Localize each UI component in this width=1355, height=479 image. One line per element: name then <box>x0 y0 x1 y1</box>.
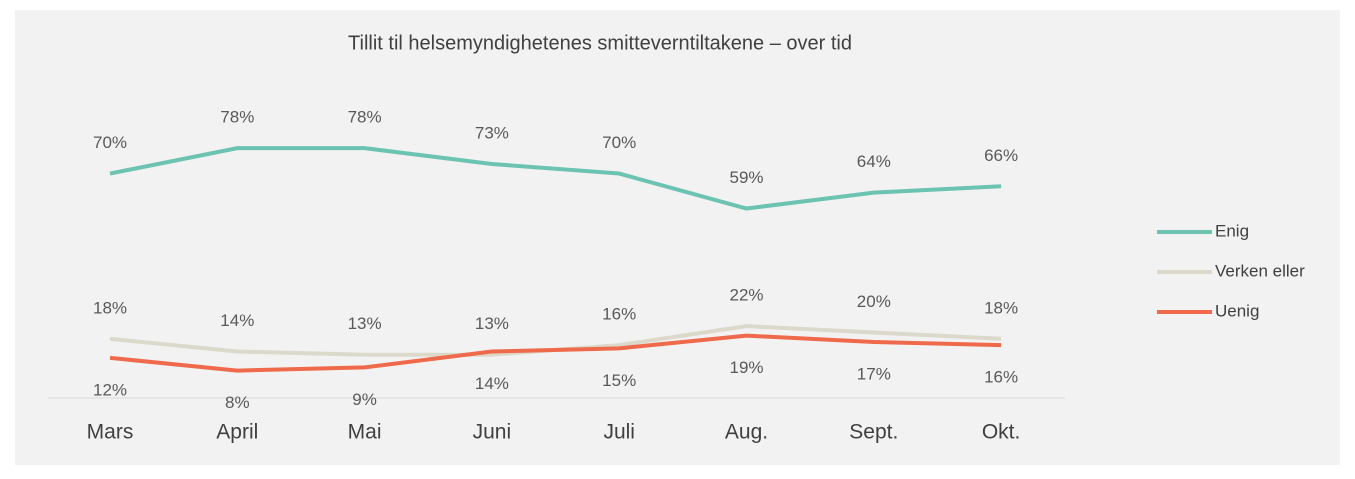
data-label: 8% <box>225 393 250 412</box>
data-label: 78% <box>220 108 254 127</box>
data-label: 16% <box>602 305 636 324</box>
data-label: 73% <box>475 124 509 143</box>
data-label: 17% <box>857 364 891 383</box>
chart-title: Tillit til helsemyndighetenes smittevern… <box>348 32 852 54</box>
data-label: 20% <box>857 292 891 311</box>
data-label: 13% <box>348 314 382 333</box>
x-tick-label: Mai <box>348 421 382 444</box>
legend-label: Enig <box>1215 221 1249 240</box>
data-label: 16% <box>984 368 1018 387</box>
x-tick-label: Mars <box>87 421 134 444</box>
x-tick-label: Juni <box>473 421 512 444</box>
data-label: 78% <box>348 108 382 127</box>
legend-label: Uenig <box>1215 301 1259 320</box>
data-label: 19% <box>729 358 763 377</box>
data-label: 66% <box>984 146 1018 165</box>
data-label: 12% <box>93 380 127 399</box>
data-label: 9% <box>352 390 377 409</box>
legend-label: Verken eller <box>1215 261 1305 280</box>
data-label: 22% <box>729 286 763 305</box>
data-label: 70% <box>602 133 636 152</box>
series-line <box>109 333 1002 373</box>
data-label: 64% <box>857 152 891 171</box>
data-label: 18% <box>93 298 127 317</box>
chart-background <box>15 10 1340 465</box>
x-tick-label: Sept. <box>849 421 898 444</box>
data-label: 13% <box>475 314 509 333</box>
x-tick-label: April <box>216 421 258 444</box>
data-label: 14% <box>475 374 509 393</box>
x-tick-label: Aug. <box>725 421 768 444</box>
x-tick-label: Juli <box>603 421 635 444</box>
data-label: 18% <box>984 298 1018 317</box>
data-label: 14% <box>220 311 254 330</box>
data-label: 59% <box>729 168 763 187</box>
data-label: 70% <box>93 133 127 152</box>
x-tick-label: Okt. <box>982 421 1021 444</box>
data-label: 15% <box>602 371 636 390</box>
series-line <box>109 146 1002 211</box>
